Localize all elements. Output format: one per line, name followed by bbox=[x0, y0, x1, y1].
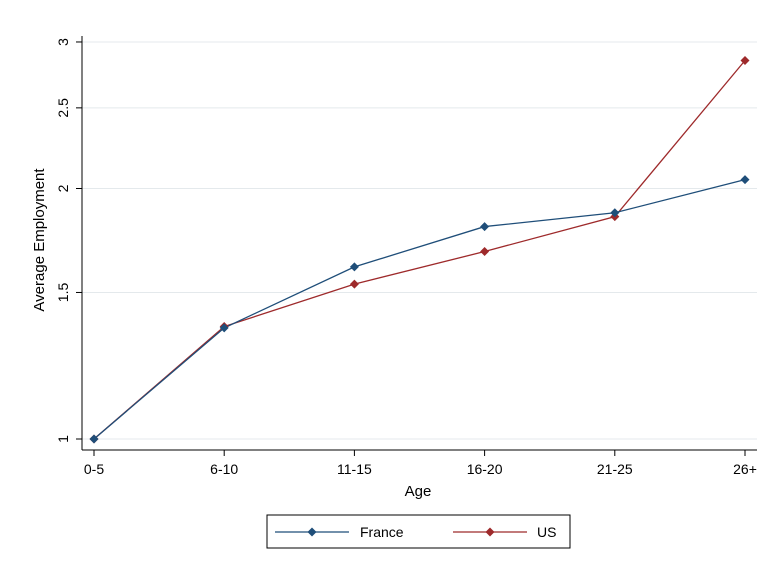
data-point-us bbox=[480, 247, 490, 257]
axes bbox=[81, 36, 757, 451]
y-tick-label: 1.5 bbox=[55, 283, 71, 303]
legend: France US bbox=[266, 514, 571, 549]
series-line-us bbox=[93, 60, 746, 440]
y-ticks: 1 1.5 2 2.5 3 bbox=[55, 38, 82, 443]
x-tick-label: 0-5 bbox=[84, 461, 104, 477]
y-tick-label: 3 bbox=[55, 38, 71, 46]
y-tick-label: 1 bbox=[55, 435, 71, 443]
data-point-france bbox=[480, 222, 490, 232]
x-tick-label: 16-20 bbox=[467, 461, 503, 477]
legend-marker bbox=[485, 527, 495, 537]
legend-label: France bbox=[360, 524, 404, 540]
y-axis-label: Average Employment bbox=[31, 168, 48, 312]
x-tick-label: 21-25 bbox=[597, 461, 633, 477]
x-tick-label: 6-10 bbox=[210, 461, 238, 477]
x-tick-label: 26+ bbox=[733, 461, 757, 477]
x-axis-label: Age bbox=[405, 483, 432, 500]
data-point-us bbox=[740, 56, 750, 66]
series-layer bbox=[89, 56, 750, 444]
y-tick-label: 2 bbox=[55, 184, 71, 192]
data-point-us bbox=[349, 279, 359, 289]
data-point-france bbox=[349, 262, 359, 272]
x-ticks: 0-5 6-10 11-15 16-20 21-25 26+ bbox=[84, 450, 757, 477]
data-point-france bbox=[89, 434, 99, 444]
legend-label: US bbox=[537, 524, 556, 540]
data-point-france bbox=[740, 175, 750, 185]
legend-marker bbox=[307, 527, 317, 537]
grid-lines bbox=[82, 41, 757, 440]
series-line-france bbox=[93, 178, 746, 440]
y-tick-label: 2.5 bbox=[55, 98, 71, 118]
data-point-france bbox=[610, 208, 620, 218]
x-tick-label: 11-15 bbox=[337, 461, 372, 477]
data-point-france bbox=[219, 323, 229, 333]
